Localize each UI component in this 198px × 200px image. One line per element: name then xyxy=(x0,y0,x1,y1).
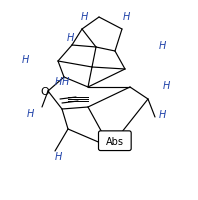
Text: H: H xyxy=(22,55,30,65)
Text: H: H xyxy=(80,12,88,22)
Text: H: H xyxy=(27,108,34,118)
Text: H: H xyxy=(123,12,130,22)
Text: H: H xyxy=(159,41,166,51)
Text: H: H xyxy=(67,33,74,43)
Text: H: H xyxy=(62,77,69,87)
Text: H: H xyxy=(163,81,170,91)
FancyBboxPatch shape xyxy=(98,131,131,151)
Text: H: H xyxy=(159,109,166,119)
Text: H: H xyxy=(55,151,62,161)
Text: Abs: Abs xyxy=(106,136,124,146)
Text: H: H xyxy=(55,77,62,87)
Text: O: O xyxy=(41,87,50,97)
